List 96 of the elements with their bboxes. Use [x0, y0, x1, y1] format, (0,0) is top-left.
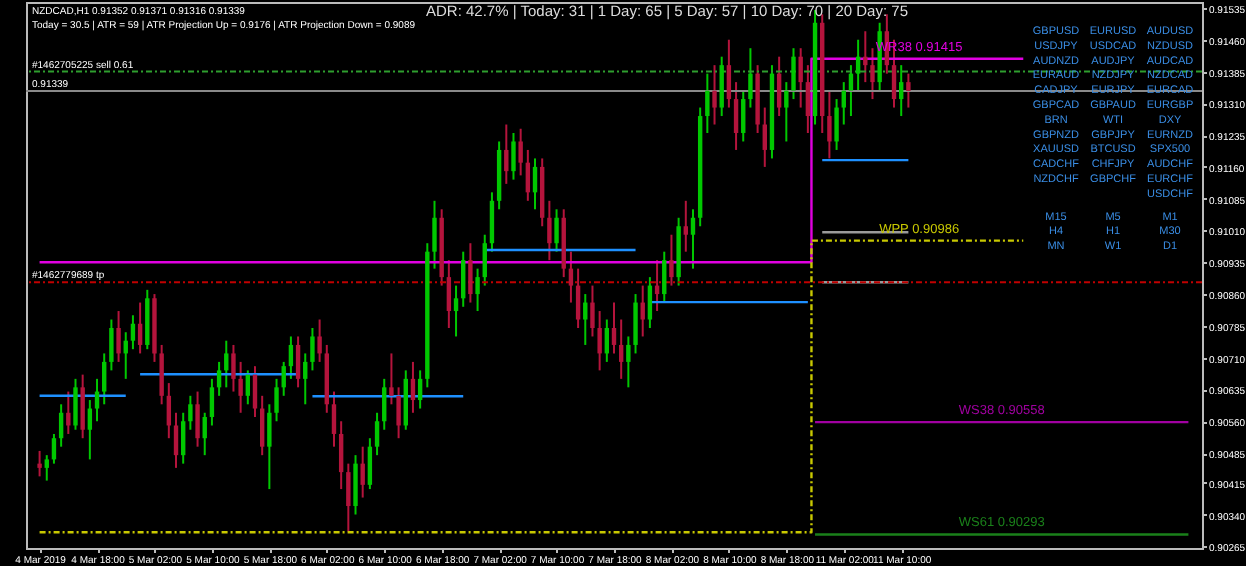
candlestick: [482, 233, 487, 287]
candlestick: [224, 339, 229, 389]
candlestick: [776, 55, 782, 118]
candlestick: [705, 72, 710, 134]
candlestick: [331, 390, 337, 448]
candlestick: [346, 462, 351, 533]
candlestick: [489, 191, 495, 253]
candlestick: [647, 276, 653, 329]
candlestick: [461, 250, 466, 308]
candlestick: [841, 81, 846, 126]
candlestick: [590, 284, 595, 338]
candlestick: [640, 284, 645, 338]
candlestick: [712, 64, 717, 126]
candlestick: [252, 365, 258, 419]
candlestick: [741, 89, 746, 143]
candlestick: [180, 411, 186, 465]
candlestick: [274, 377, 279, 423]
candlestick: [231, 343, 236, 393]
candlestick: [568, 250, 574, 304]
candlestick: [209, 377, 215, 427]
candlestick: [446, 259, 452, 329]
candlestick: [109, 318, 114, 372]
candlestick: [188, 394, 193, 431]
candlestick: [73, 377, 78, 431]
candlestick: [310, 326, 315, 372]
candlestick: [417, 369, 423, 410]
candlestick: [195, 390, 200, 448]
candlestick: [37, 449, 42, 478]
candlestick: [216, 360, 222, 397]
candlestick: [338, 420, 344, 491]
candlestick: [683, 199, 688, 253]
candlestick: [504, 123, 509, 185]
candlestick: [511, 131, 516, 181]
candlestick: [353, 454, 358, 516]
candlestick: [267, 403, 272, 491]
candlestick: [906, 72, 911, 109]
candlestick: [382, 377, 387, 431]
candlestick: [288, 335, 294, 380]
candlestick: [102, 352, 107, 406]
candlestick: [367, 437, 373, 491]
candlestick: [554, 208, 559, 253]
candlestick: [145, 288, 150, 351]
candlestick: [468, 242, 473, 304]
candlestick: [87, 399, 93, 461]
candlestick: [202, 411, 207, 457]
candlestick: [626, 335, 631, 389]
candlestick: [245, 369, 251, 406]
candlestick: [44, 454, 49, 482]
candlestick: [719, 55, 724, 118]
candlestick: [159, 343, 164, 406]
candlestick: [583, 293, 588, 346]
candlestick: [66, 390, 71, 435]
candlestick: [784, 81, 789, 143]
candlestick: [834, 98, 839, 151]
candlestick: [690, 208, 696, 270]
candlestick: [94, 377, 100, 423]
candlestick: [317, 318, 322, 363]
candlestick: [547, 199, 552, 262]
candlestick: [791, 47, 796, 101]
candlestick: [80, 373, 85, 440]
candlestick: [403, 369, 408, 431]
candlestick: [575, 267, 581, 329]
candlestick: [173, 411, 179, 469]
candlestick: [618, 318, 624, 380]
candlestick: [410, 360, 416, 414]
candlestick: [475, 267, 480, 313]
candlestick: [798, 47, 803, 109]
candlestick: [848, 64, 854, 118]
candlestick: [295, 335, 301, 389]
candlestick: [453, 284, 459, 338]
candlestick: [633, 293, 638, 355]
candlestick: [259, 394, 265, 457]
candlestick: [303, 352, 308, 406]
candlestick: [855, 38, 861, 92]
candlestick: [748, 47, 753, 109]
candlestick: [374, 411, 380, 457]
candlestick: [899, 64, 904, 118]
candlestick: [281, 360, 286, 397]
candlestick: [518, 127, 523, 177]
candlestick: [669, 233, 674, 287]
candlestick: [726, 38, 732, 109]
candlestick: [389, 352, 394, 406]
candlestick: [116, 310, 121, 363]
candlestick: [137, 301, 143, 355]
candlestick: [611, 301, 617, 355]
candlestick: [130, 314, 136, 351]
candlestick: [238, 360, 243, 414]
candlestick: [51, 432, 57, 465]
candlestick: [827, 89, 832, 160]
candlestick: [870, 47, 875, 101]
candlestick: [360, 445, 365, 499]
candlestick: [662, 250, 667, 304]
candlestick: [805, 64, 811, 134]
candlestick: [396, 386, 401, 440]
candlestick: [597, 310, 602, 372]
candlestick: [733, 81, 739, 151]
